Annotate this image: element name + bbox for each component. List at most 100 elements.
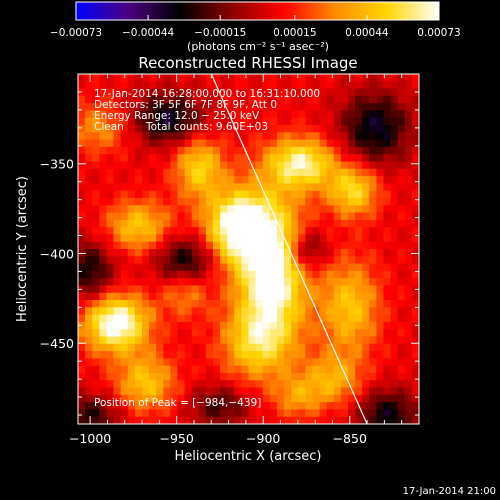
heatmap-cell <box>383 372 391 381</box>
heatmap-cell <box>99 402 107 410</box>
heatmap-cell <box>262 234 271 243</box>
heatmap-cell <box>355 81 363 89</box>
heatmap-cells <box>78 74 419 424</box>
heatmap-cell <box>127 125 136 133</box>
heatmap-cell <box>177 241 185 250</box>
heatmap-cell <box>149 74 157 82</box>
heatmap-cell <box>177 387 185 396</box>
heatmap-cell <box>347 256 356 264</box>
heatmap-cell <box>383 314 391 323</box>
heatmap-cell <box>99 314 107 323</box>
heatmap-cell <box>291 183 299 192</box>
heatmap-cell <box>241 300 249 308</box>
heatmap-cell <box>262 256 271 264</box>
heatmap-cell <box>319 125 328 133</box>
heatmap-cell <box>149 336 157 345</box>
heatmap-cell <box>326 205 335 213</box>
heatmap-cell <box>184 176 193 184</box>
heatmap-cell <box>78 74 86 82</box>
heatmap-cell <box>85 292 93 301</box>
heatmap-cell <box>362 351 370 359</box>
heatmap-cell <box>241 176 249 184</box>
heatmap-cell <box>355 314 363 323</box>
heatmap-cell <box>291 321 299 330</box>
heatmap-cell <box>227 74 235 82</box>
heatmap-cell <box>404 394 413 403</box>
heatmap-cell <box>390 125 399 133</box>
heatmap-cell <box>106 321 114 330</box>
heatmap-cell <box>383 227 391 235</box>
heatmap-cell <box>248 81 256 89</box>
heatmap-cell <box>383 358 391 367</box>
heatmap-cell <box>404 285 413 294</box>
heatmap-cell <box>212 321 221 330</box>
heatmap-cell <box>149 270 157 279</box>
heatmap-cell <box>390 227 399 235</box>
heatmap-cell <box>362 197 370 206</box>
heatmap-cell <box>248 387 256 396</box>
heatmap-cell <box>312 351 320 359</box>
heatmap-cell <box>397 402 406 410</box>
heatmap-cell <box>127 190 136 199</box>
heatmap-cell <box>284 365 292 374</box>
heatmap-cell <box>355 300 363 308</box>
heatmap-cell <box>291 380 299 388</box>
heatmap-cell <box>347 387 356 396</box>
heatmap-cell <box>305 234 313 243</box>
heatmap-cell <box>298 74 306 82</box>
heatmap-cell <box>305 81 313 89</box>
heatmap-cell <box>234 74 242 82</box>
heatmap-cell <box>312 88 320 97</box>
heatmap-cell <box>92 227 100 235</box>
heatmap-cell <box>156 241 164 250</box>
heatmap-cell <box>212 103 221 111</box>
heatmap-cell <box>220 219 228 228</box>
heatmap-cell <box>177 343 185 352</box>
heatmap-cell <box>191 146 200 155</box>
heatmap-cell <box>262 314 271 323</box>
heatmap-cell <box>163 329 171 337</box>
heatmap-cell <box>369 132 377 141</box>
heatmap-cell <box>397 343 406 352</box>
heatmap-cell <box>340 249 349 257</box>
heatmap-cell <box>355 132 363 141</box>
heatmap-cell <box>333 307 342 316</box>
heatmap-cell <box>227 197 235 206</box>
heatmap-cell <box>205 300 214 308</box>
heatmap-cell <box>134 154 143 162</box>
heatmap-cell <box>134 88 143 97</box>
heatmap-cell <box>269 351 278 359</box>
heatmap-cell <box>305 402 313 410</box>
heatmap-cell <box>284 387 292 396</box>
heatmap-cell <box>248 358 256 367</box>
heatmap-cell <box>347 416 356 424</box>
heatmap-cell <box>333 227 342 235</box>
heatmap-cell <box>170 234 178 243</box>
colorbar-tick-label: 0.00073 <box>417 27 460 39</box>
heatmap-cell <box>333 278 342 286</box>
heatmap-cell <box>205 307 214 316</box>
heatmap-cell <box>326 329 335 337</box>
heatmap-cell <box>234 249 242 257</box>
heatmap-cell <box>184 270 193 279</box>
heatmap-cell <box>92 132 100 141</box>
heatmap-cell <box>404 351 413 359</box>
heatmap-cell <box>127 380 136 388</box>
heatmap-cell <box>262 270 271 279</box>
heatmap-cell <box>85 329 93 337</box>
heatmap-cell <box>383 212 391 221</box>
heatmap-cell <box>383 241 391 250</box>
heatmap-cell <box>262 329 271 337</box>
heatmap-cell <box>184 81 193 89</box>
heatmap-cell <box>397 176 406 184</box>
heatmap-cell <box>120 88 129 97</box>
heatmap-cell <box>404 132 413 141</box>
heatmap-cell <box>305 95 313 104</box>
heatmap-cell <box>291 285 299 294</box>
heatmap-cell <box>383 183 391 192</box>
heatmap-cell <box>78 183 86 192</box>
heatmap-cell <box>212 343 221 352</box>
heatmap-cell <box>305 249 313 257</box>
heatmap-cell <box>92 285 100 294</box>
heatmap-cell <box>362 380 370 388</box>
